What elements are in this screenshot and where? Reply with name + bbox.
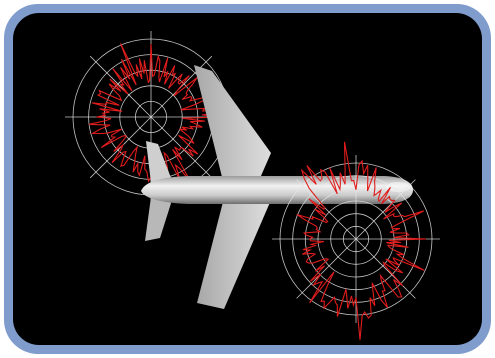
- grid-spoke: [296, 238, 357, 299]
- wing-lower: [197, 198, 271, 309]
- grid-spoke: [296, 179, 357, 240]
- grid-spoke: [89, 55, 152, 118]
- tail-fin-upper: [146, 141, 173, 183]
- grid-spoke: [355, 238, 416, 299]
- image-canvas: [13, 13, 482, 345]
- radiation-pattern-trace: [88, 43, 225, 185]
- polar-plot-lower-right: [272, 141, 440, 340]
- grid-spoke: [89, 116, 152, 179]
- aircraft: [141, 65, 413, 309]
- image-frame: [4, 4, 491, 354]
- tail-fin-lower: [145, 197, 173, 241]
- airplane-radiation-scene: [65, 31, 440, 340]
- wing-upper: [194, 65, 271, 185]
- grid-spoke: [355, 179, 416, 240]
- nose-highlight: [386, 182, 410, 192]
- radiation-pattern-trace: [296, 141, 427, 340]
- grid-spoke: [150, 55, 213, 118]
- fuselage: [141, 176, 413, 204]
